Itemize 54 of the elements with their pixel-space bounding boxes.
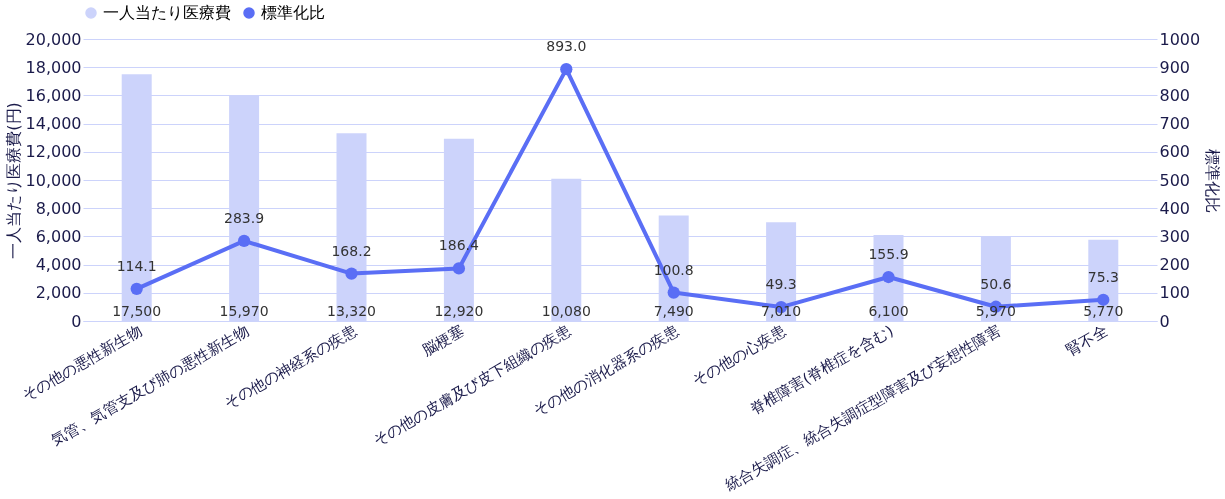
- y2-tick-label: 1000: [1159, 29, 1201, 49]
- point: [560, 63, 573, 76]
- point: [452, 262, 466, 275]
- y-axis-title: 一人当たり医療費(円): [3, 102, 23, 259]
- y2-axis-title: 標準化比: [1203, 148, 1223, 213]
- y-tick-label: 6,000: [35, 226, 82, 246]
- text: 49.3: [765, 276, 797, 293]
- text: 13,320: [327, 303, 376, 319]
- text: 17,500: [112, 303, 162, 319]
- text: 283.9: [224, 209, 265, 226]
- y-tick-label: 12,000: [25, 142, 82, 162]
- text: 50.6: [980, 275, 1012, 292]
- point: [882, 270, 895, 284]
- legend-label: 標準化比: [261, 3, 325, 22]
- y2-tick-label: 300: [1159, 226, 1191, 246]
- y-tick-label: 10,000: [25, 170, 82, 190]
- y2-tick-label: 900: [1159, 57, 1191, 77]
- y-tick-label: 16,000: [25, 85, 82, 105]
- text: 15,970: [219, 303, 269, 319]
- text: 5,970: [975, 303, 1016, 319]
- legend-label: 一人当たり医療費: [103, 3, 231, 22]
- text: 155.9: [868, 246, 909, 263]
- text: 893.0: [546, 38, 587, 55]
- y-tick-label: 14,000: [25, 114, 82, 134]
- text: 75.3: [1087, 268, 1119, 285]
- text: 168.2: [331, 242, 372, 259]
- x-tick-label: 脳梗塞: [418, 321, 467, 360]
- y2-tick-label: 400: [1159, 198, 1191, 218]
- y2-tick-label: 200: [1159, 255, 1191, 275]
- text: 6,100: [868, 303, 909, 319]
- y2-tick-label: 0: [1159, 311, 1170, 331]
- y-tick-label: 2,000: [35, 283, 82, 303]
- y-tick-label: 20,000: [25, 29, 82, 49]
- y-tick-label: 18,000: [25, 57, 82, 77]
- y2-tick-label: 600: [1159, 142, 1191, 162]
- text: 7,010: [761, 303, 802, 319]
- text: 12,920: [434, 303, 484, 319]
- text: 5,770: [1083, 303, 1124, 319]
- y2-tick-label: 500: [1159, 170, 1191, 190]
- y2-tick-label: 100: [1159, 283, 1191, 303]
- point: [1097, 293, 1110, 306]
- point: [667, 286, 680, 299]
- y-tick-label: 4,000: [35, 255, 82, 275]
- y-tick-label: 8,000: [35, 198, 82, 218]
- text: 10,080: [541, 303, 591, 319]
- text: 7,490: [653, 303, 694, 319]
- x-tick-label: 腎不全: [1063, 321, 1112, 360]
- y-tick-label: 0: [71, 311, 82, 331]
- point: [237, 234, 251, 248]
- text: 114.1: [116, 257, 157, 274]
- y2-tick-label: 700: [1159, 114, 1191, 134]
- point: [345, 267, 358, 280]
- y2-tick-label: 800: [1159, 85, 1191, 105]
- point: [130, 282, 143, 295]
